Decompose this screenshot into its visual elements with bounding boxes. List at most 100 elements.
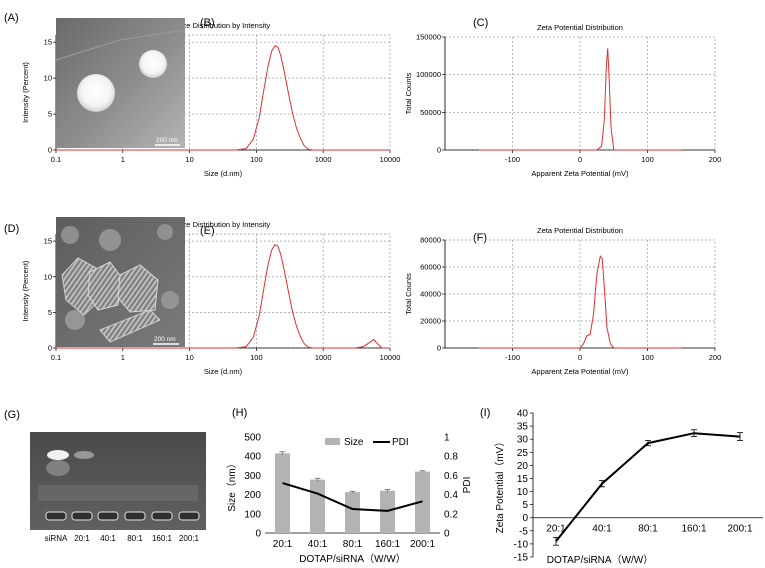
y-tick-label: 35: [517, 422, 529, 433]
y-tick-label: 200: [244, 490, 261, 501]
y-tick-label: 40: [517, 409, 529, 420]
x-tick-label: 80:1: [343, 539, 363, 550]
panel-label-h: (H): [232, 407, 247, 419]
x-tick-label: 100: [250, 353, 263, 362]
gel-lane-label: 40:1: [100, 534, 116, 543]
size-bar: [275, 453, 290, 533]
y-tick-label: 60000: [420, 263, 441, 272]
chart-title: Size Distribution by Intensity: [176, 220, 270, 229]
y-axis-label: Intensity (Percent): [21, 62, 30, 123]
y-tick-label: 0: [48, 146, 52, 155]
x-tick-label: -100: [505, 353, 520, 362]
zeta-potential-chart: -15 -10 -5 0 5 10 15 20 25 30 35 40 20:1 40:1 80:1 160:…: [494, 409, 763, 566]
gel-band-free-sirna: [47, 450, 69, 460]
x-tick-label: 200: [709, 155, 722, 164]
tem-a-background: [56, 18, 185, 148]
y-tick-label: 0: [437, 344, 441, 353]
distribution-line: [478, 48, 682, 151]
panel-label-d: (D): [4, 223, 19, 235]
tem-d-hexagonal-particle: [87, 261, 123, 311]
gel-wells: [45, 511, 200, 521]
x-tick-label: 20:1: [273, 539, 293, 550]
x-tick-label: 10000: [380, 155, 401, 164]
x-tick-label: 160:1: [681, 524, 706, 535]
y-tick-label: 500: [244, 433, 261, 444]
x-tick-label: 40:1: [308, 539, 328, 550]
x-tick-label: 0: [578, 155, 582, 164]
gel-band-faint: [74, 451, 94, 459]
legend-size-swatch: [325, 438, 340, 445]
x-axis-label: Apparent Zeta Potential (mV): [531, 169, 629, 178]
y-tick-label: 0: [437, 146, 441, 155]
y-tick-label: 20: [517, 461, 529, 472]
gel-diffuse-region: [38, 485, 198, 501]
pdi-line: [282, 482, 423, 512]
distribution-line: [56, 45, 390, 151]
y2-tick-label: 0.2: [444, 509, 458, 520]
x-tick-label: -100: [505, 155, 520, 164]
y2-tick-label: 0: [444, 529, 450, 540]
gel-well: [124, 511, 146, 521]
distribution-line: [56, 244, 390, 349]
gel-lane-label: 160:1: [152, 534, 173, 543]
x-tick-label: 200:1: [727, 524, 752, 535]
size-bar: [310, 479, 325, 533]
panel-label-i: (I): [480, 407, 490, 419]
gel-lane-label: siRNA: [45, 534, 68, 543]
gel-image: siRNA 20:1 40:1 80:1 160:1 200:1: [30, 432, 206, 543]
y2-tick-label: 0.6: [444, 471, 458, 482]
x-axis-label: Size (d.nm): [204, 367, 243, 376]
x-tick-label: 0.1: [51, 155, 61, 164]
x-tick-label: 200: [709, 353, 722, 362]
gel-well: [178, 511, 200, 521]
distribution-line: [478, 254, 682, 349]
gel-well: [45, 511, 67, 521]
tem-d-particle: [99, 229, 121, 251]
chart-title: Size Distribution by Intensity: [176, 21, 270, 30]
x-tick-label: 100: [641, 155, 654, 164]
y-tick-label: 0: [522, 513, 528, 524]
y-tick-label: 100000: [416, 70, 441, 79]
x-tick-label: 1000: [315, 155, 332, 164]
x-tick-label: 80:1: [638, 524, 658, 535]
y-tick-label: 15: [44, 237, 52, 246]
y2-tick-label: 0.4: [444, 490, 458, 501]
x-axis-label: DOTAP/siRNA（W/W）: [547, 554, 653, 566]
size-pdi-chart: 0 100 200 300 400 500 0 0.2 0.4 0.6 0.8 1 20:1 40:1 80…: [226, 433, 473, 566]
y-tick-label: -15: [514, 553, 529, 564]
x-axis-label: DOTAP/siRNA（W/W）: [299, 553, 405, 565]
gel-smear: [46, 460, 70, 476]
x-axis-label: Apparent Zeta Potential (mV): [531, 367, 629, 376]
panel-label-g: (G): [4, 409, 20, 421]
tem-a-particle-large: [77, 74, 115, 112]
zeta-distribution-chart-bottom: Zeta Potential Distribution -100 0 100 200 0 2…: [404, 226, 721, 376]
zeta-distribution-chart-top: Zeta Potential Distribution -100 0 100 200 0 5…: [404, 23, 721, 178]
panel-label-e: (E): [200, 225, 215, 237]
y-tick-label: 15: [517, 474, 529, 485]
gel-lane-label: 20:1: [74, 534, 90, 543]
x-tick-label: 100: [250, 155, 263, 164]
tem-d-scale-label: 200 nm: [154, 336, 176, 343]
x-tick-label: 1000: [315, 353, 332, 362]
tem-a-particle-small: [139, 50, 167, 78]
y-tick-label: 5: [48, 110, 52, 119]
gel-lane-labels: siRNA 20:1 40:1 80:1 160:1 200:1: [45, 534, 200, 543]
y-tick-label: 50000: [420, 108, 441, 117]
tem-micrograph-a: 200 nm: [55, 18, 186, 148]
tem-d-particle: [161, 291, 179, 309]
size-bar: [345, 492, 360, 533]
x-tick-label: 160:1: [375, 539, 400, 550]
y-axis-label: Total Counts: [404, 72, 413, 114]
y-axis-label: Intensity (Percent): [21, 260, 30, 321]
y-tick-label: 40000: [420, 290, 441, 299]
y-tick-label: 10: [44, 74, 52, 83]
x-tick-label: 40:1: [592, 524, 612, 535]
chart-title: Zeta Potential Distribution: [537, 226, 623, 235]
y-tick-label: 20000: [420, 317, 441, 326]
y-axis-label: Zeta Potential（mV）: [494, 437, 506, 534]
x-tick-label: 10000: [380, 353, 401, 362]
y-tick-label: -10: [514, 539, 529, 550]
y-tick-label: 10: [44, 272, 52, 281]
